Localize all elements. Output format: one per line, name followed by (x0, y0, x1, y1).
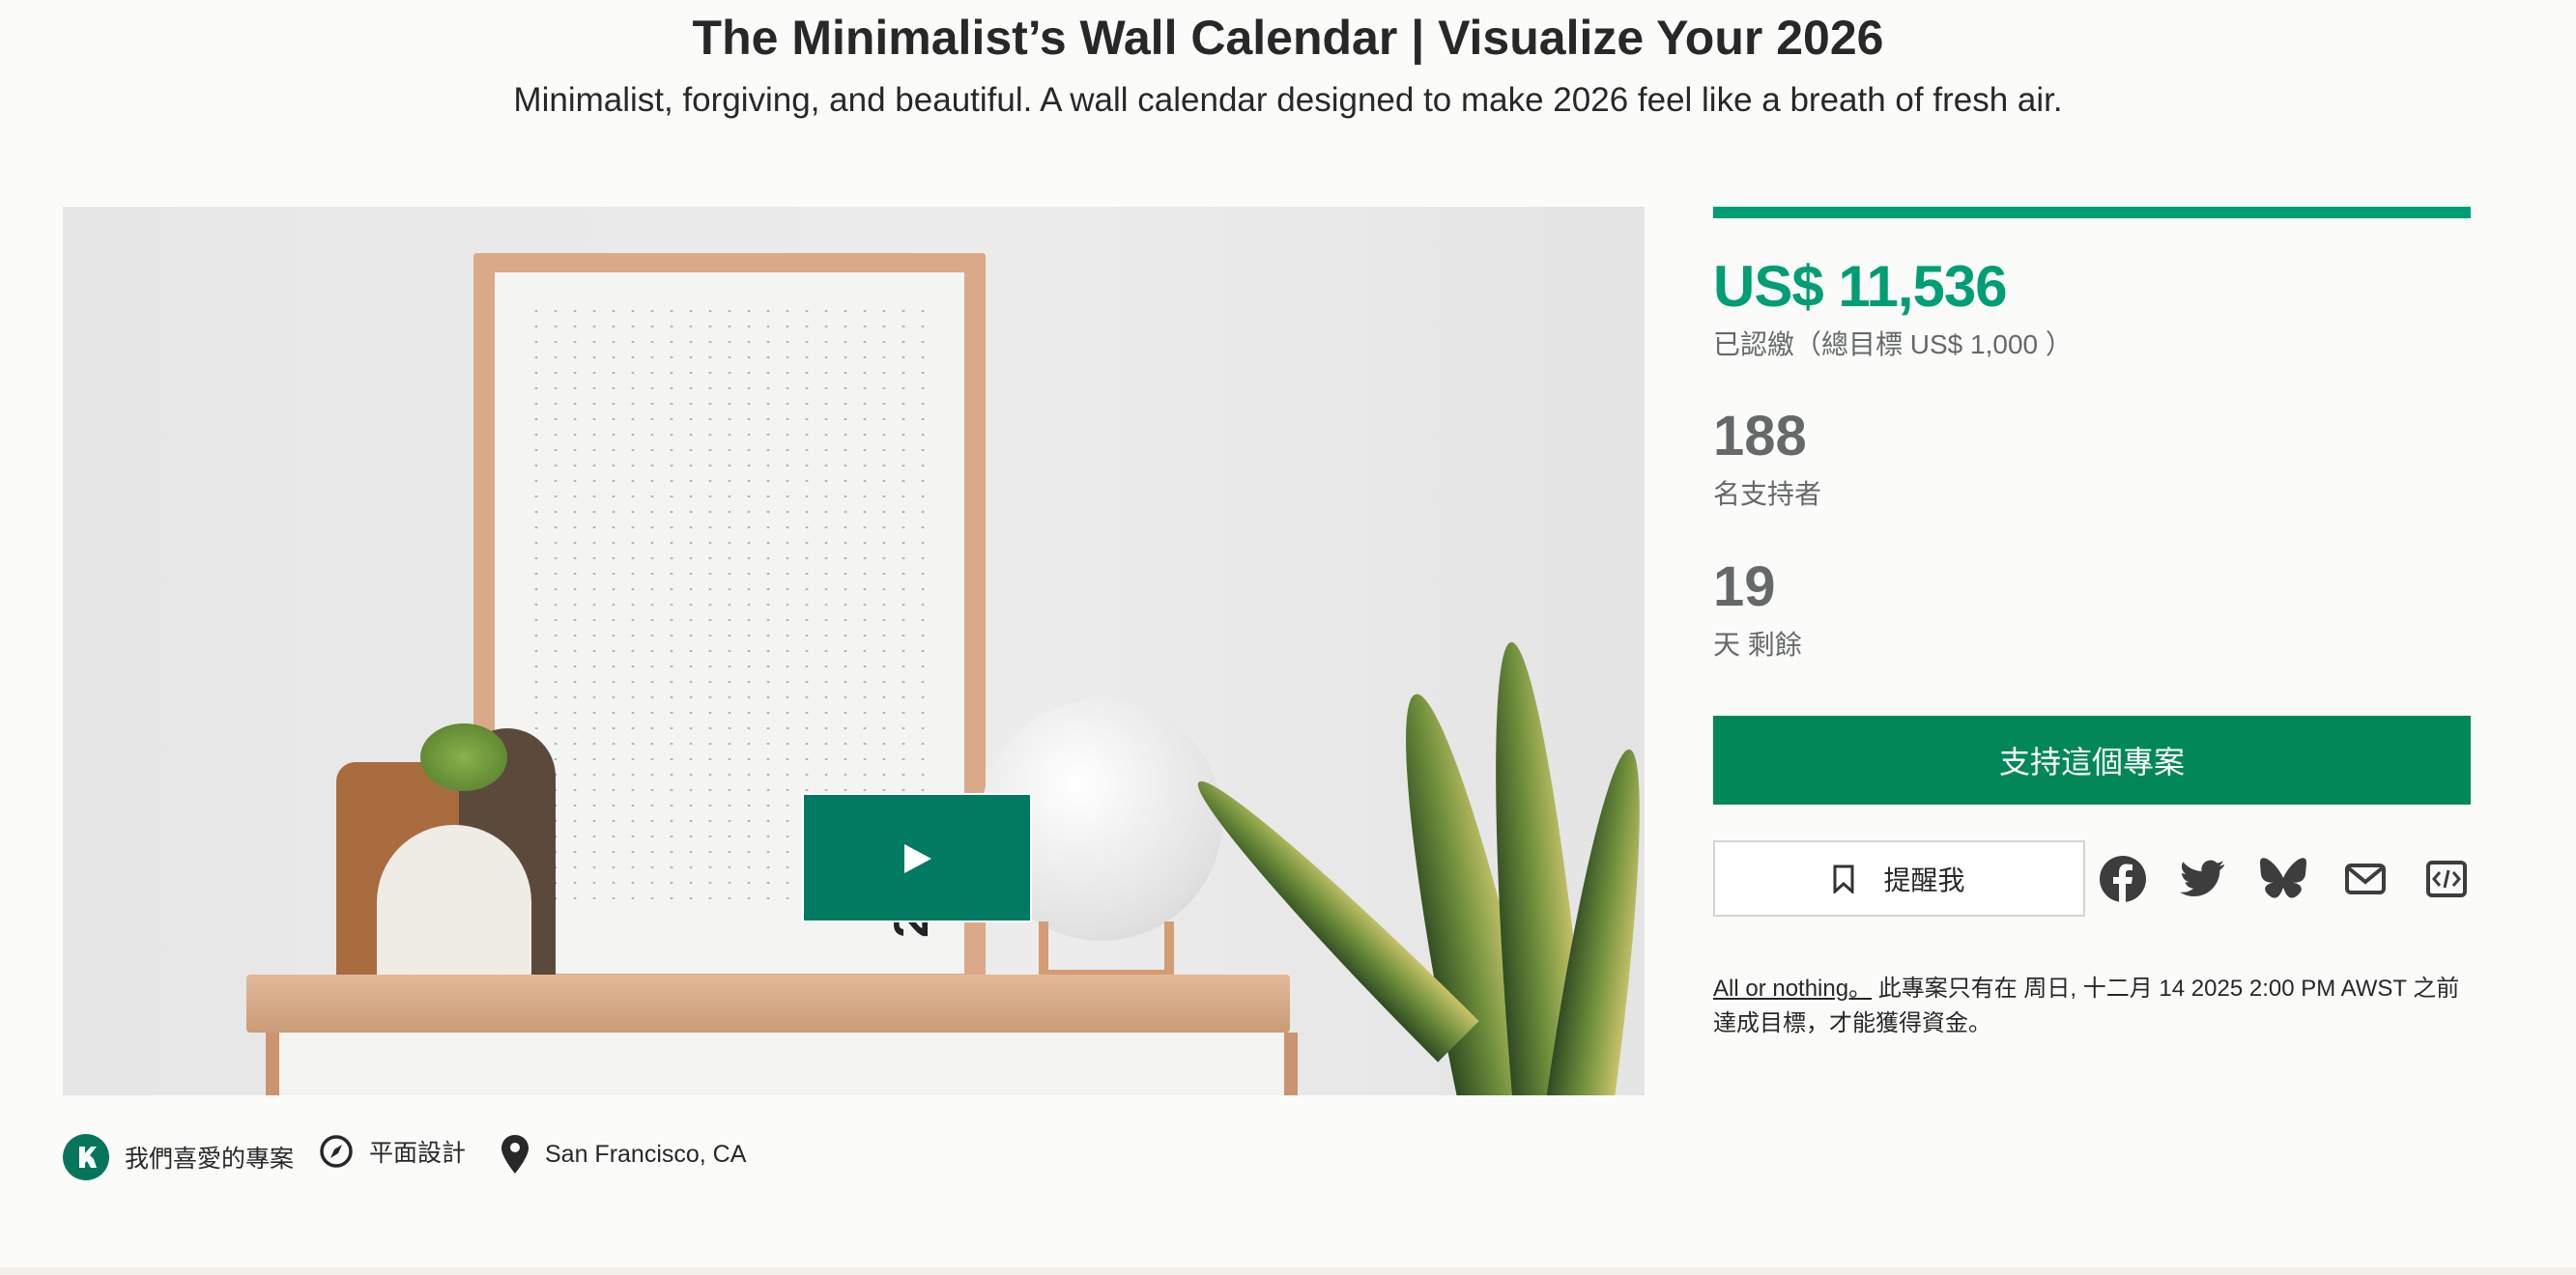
projects-we-love-label: 我們喜愛的專案 (125, 1146, 295, 1173)
all-or-nothing-link[interactable]: All or nothing。 (1713, 976, 1873, 1002)
location-link[interactable]: San Francisco, CA (501, 1134, 746, 1175)
location-label: San Francisco, CA (545, 1140, 747, 1168)
vase (377, 825, 531, 994)
email-icon[interactable] (2341, 855, 2390, 903)
remind-me-label: 提醒我 (1883, 864, 1965, 895)
section-divider (0, 1267, 2576, 1275)
backers-label: 名支持者 (1713, 479, 1822, 509)
kickstarter-badge-icon (63, 1134, 109, 1180)
play-button[interactable] (802, 793, 1032, 922)
dresser-body (266, 1033, 1298, 1095)
back-project-button[interactable]: 支持這個專案 (1713, 716, 2471, 805)
compass-icon (320, 1135, 353, 1168)
pledged-amount: US$ 11,536 (1713, 254, 2008, 319)
page-subtitle: Minimalist, forgiving, and beautiful. A … (513, 81, 2063, 119)
funding-notice: All or nothing。 此專案只有在 周日, 十二月 14 2025 2… (1713, 972, 2476, 1041)
days-left-label: 天 剩餘 (1713, 630, 1802, 660)
page-title: The Minimalist’s Wall Calendar | Visuali… (692, 11, 1884, 65)
project-video[interactable]: 26 (63, 207, 1645, 1095)
dresser-top (246, 975, 1290, 1033)
category-link[interactable]: 平面設計 (319, 1134, 466, 1169)
days-left-count: 19 (1713, 555, 1776, 618)
projects-we-love-badge[interactable]: 我們喜愛的專案 (63, 1134, 294, 1180)
remind-me-button[interactable]: 提醒我 (1713, 840, 2085, 917)
pledged-goal-label: 已認繳（總目標 US$ 1,000 ） (1713, 329, 2073, 359)
twitter-icon[interactable] (2179, 855, 2227, 903)
funding-progress-bar (1713, 207, 2471, 218)
succulent (420, 723, 507, 791)
play-icon (904, 844, 931, 873)
bluesky-icon[interactable] (2259, 855, 2307, 903)
bookmark-icon (1833, 864, 1854, 893)
embed-icon[interactable] (2422, 855, 2471, 903)
facebook-icon[interactable] (2099, 855, 2147, 903)
lamp-stand (1039, 921, 1174, 979)
category-label: 平面設計 (369, 1140, 467, 1167)
location-pin-icon (501, 1135, 529, 1174)
backers-count: 188 (1713, 405, 1807, 468)
funding-notice-text: 此專案只有在 周日, 十二月 14 2025 2:00 PM AWST 之前達成… (1713, 976, 2460, 1036)
